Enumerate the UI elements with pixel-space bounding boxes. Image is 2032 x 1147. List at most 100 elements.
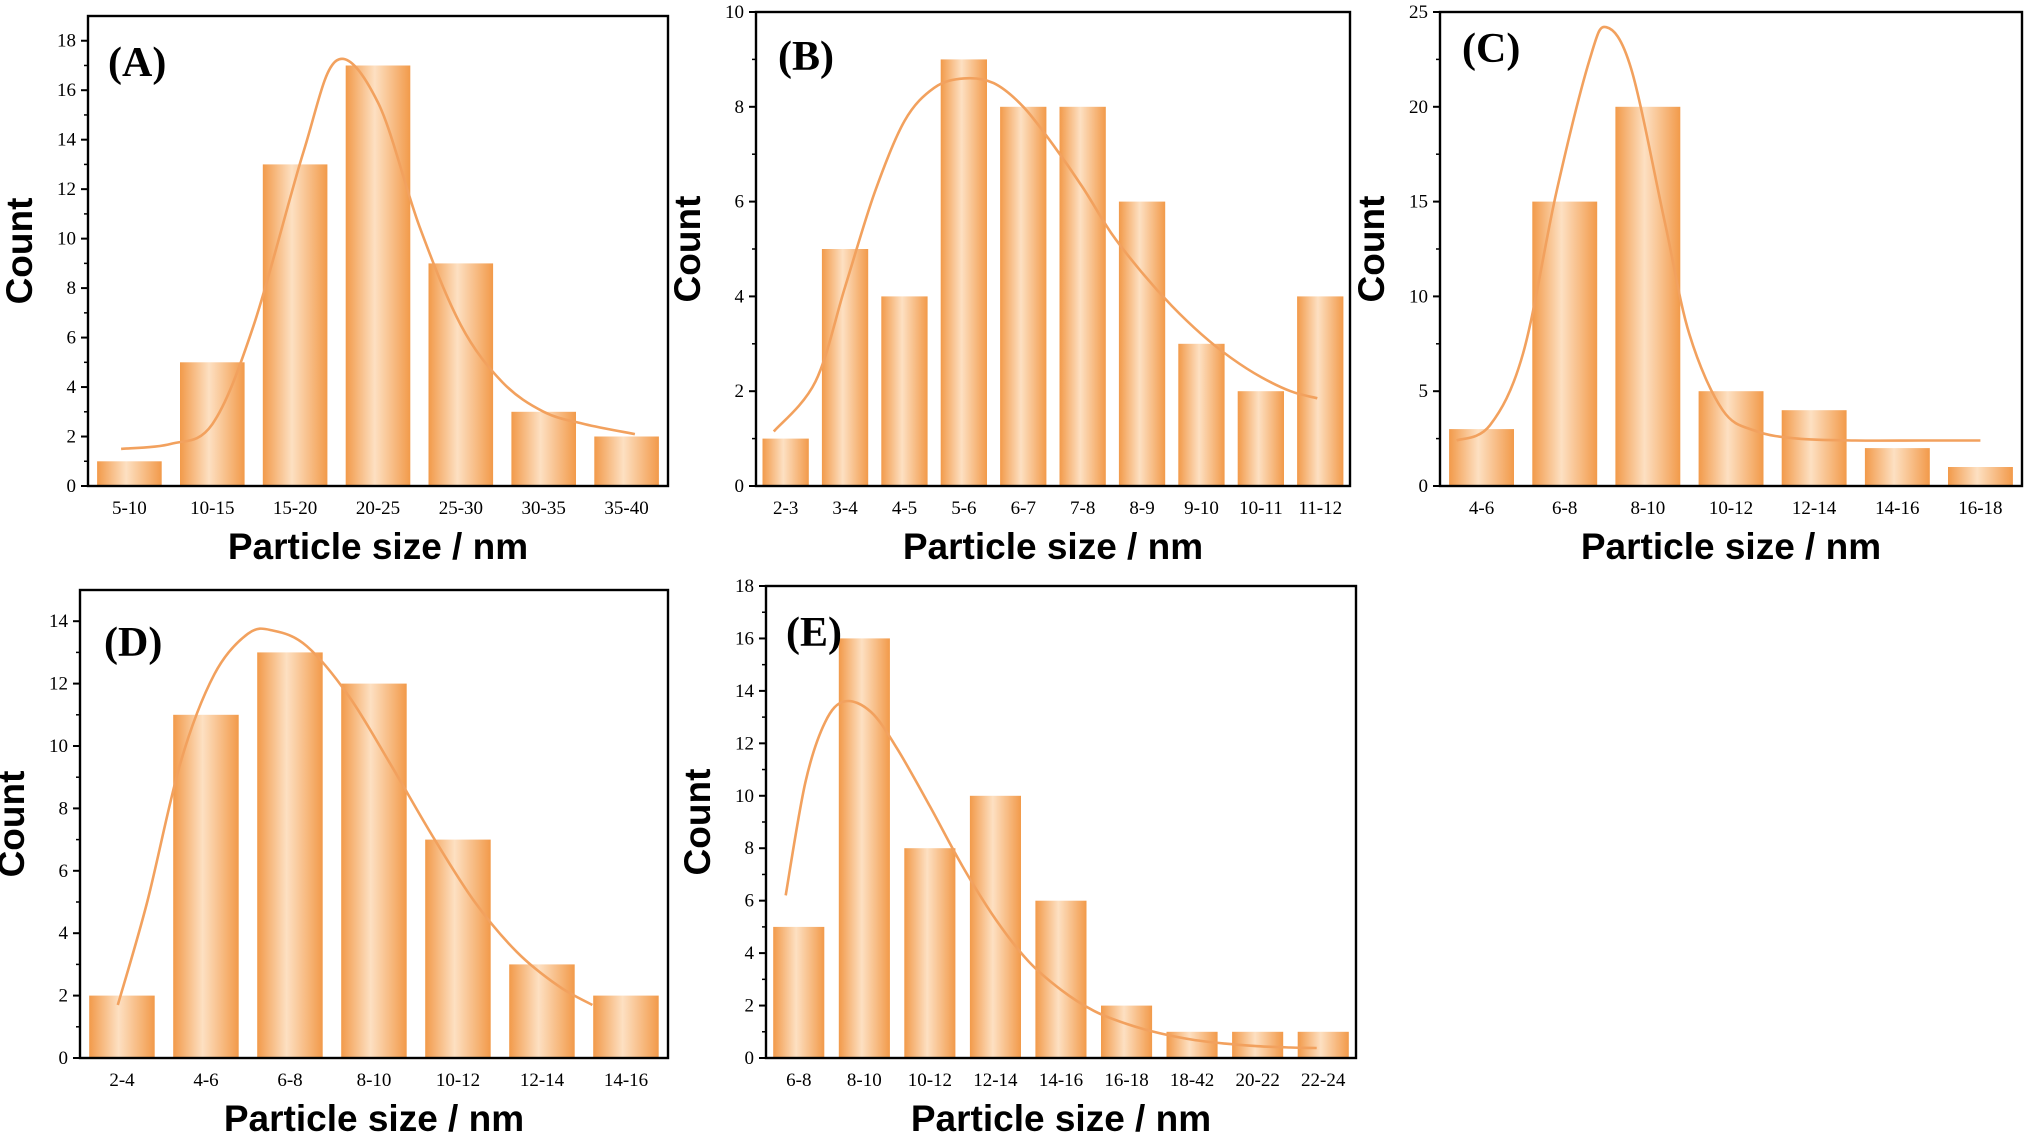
y-tick-label-e-2: 4 [745,943,755,964]
y-tick-label-d-1: 2 [59,986,69,1007]
bar-d-1 [89,995,155,1058]
x-axis-title-b: Particle size / nm [903,526,1203,567]
bar-e-1 [773,926,825,1058]
x-tick-label-d-3: 6-8 [277,1070,302,1091]
bar-d-3 [257,652,323,1058]
bar-b-1 [762,438,809,486]
x-tick-label-d-1: 2-4 [109,1070,135,1091]
x-tick-label-e-7: 18-42 [1170,1070,1214,1091]
x-tick-label-a-1: 5-10 [112,498,147,519]
bar-d-7 [593,995,659,1058]
x-tick-label-d-5: 10-12 [436,1070,480,1091]
y-tick-label-a-9: 18 [57,31,76,52]
panel-label-b: (B) [778,34,834,80]
y-tick-label-d-4: 8 [59,798,69,819]
plot-frame-d [78,588,670,1060]
y-tick-label-e-4: 8 [745,838,755,859]
panel-label-d: (D) [104,620,162,666]
x-tick-label-b-9: 10-11 [1239,498,1283,519]
panel-label-a: (A) [108,40,166,86]
bar-a-4 [345,65,411,486]
y-tick-label-b-3: 6 [735,192,745,213]
x-tick-label-d-6: 12-14 [520,1070,565,1091]
x-tick-label-b-6: 7-8 [1070,498,1095,519]
bar-c-7 [1948,467,2013,486]
x-tick-label-a-6: 30-35 [522,498,566,519]
y-tick-label-d-7: 14 [49,611,69,632]
bar-c-1 [1449,429,1514,486]
x-tick-label-b-8: 9-10 [1184,498,1219,519]
y-tick-label-a-2: 4 [67,377,77,398]
y-tick-label-e-1: 2 [745,996,755,1017]
panel-d: 0 2 4 6 8 10 12 14 2-4 4-6 6-8 8-10 10-12 12-14 14-16 P… [0,588,670,1139]
x-tick-label-e-5: 14-16 [1039,1070,1083,1091]
panel-c: 0 5 10 15 20 25 4-6 6-8 8-10 10-12 12-14 14-16 16-18… [1351,2,2024,567]
y-axis-title-b: Count [667,196,708,303]
bar-e-5 [1035,900,1087,1058]
x-tick-label-e-3: 10-12 [908,1070,952,1091]
bar-c-5 [1781,410,1847,486]
x-tick-label-e-8: 20-22 [1236,1070,1280,1091]
y-tick-label-b-2: 4 [735,286,745,307]
y-tick-label-d-3: 6 [59,861,69,882]
bar-b-6 [1059,106,1106,487]
y-tick-label-d-6: 12 [49,674,68,695]
bar-c-2 [1532,201,1598,486]
x-tick-label-b-3: 4-5 [892,498,917,519]
bar-d-4 [341,683,407,1058]
x-tick-label-a-4: 20-25 [356,498,400,519]
panel-b: 0 2 4 6 8 10 2-3 3-4 4-5 5-6 6-7 7-8 8-9 9-10 10-11 11-… [667,2,1352,567]
y-tick-label-a-7: 14 [57,130,77,151]
y-tick-label-c-5: 25 [1409,2,1428,23]
x-tick-label-c-7: 16-18 [1958,498,2002,519]
y-tick-label-e-7: 14 [735,681,755,702]
bar-a-1 [97,461,162,486]
x-tick-label-b-5: 6-7 [1011,498,1036,519]
bar-a-3 [262,164,328,486]
y-tick-label-d-2: 4 [59,923,69,944]
y-tick-label-a-6: 12 [57,179,76,200]
x-tick-label-c-1: 4-6 [1469,498,1494,519]
y-tick-label-b-4: 8 [735,97,745,118]
bar-c-3 [1615,106,1681,487]
fit-curve-b [772,76,1318,433]
bar-b-8 [1178,343,1225,486]
panel-label-c: (C) [1462,26,1520,72]
x-tick-label-c-4: 10-12 [1709,498,1753,519]
bar-d-2 [173,714,239,1058]
y-tick-label-e-0: 0 [745,1048,755,1069]
y-tick-label-c-2: 10 [1409,286,1428,307]
x-tick-label-c-5: 12-14 [1792,498,1837,519]
bar-e-3 [904,848,956,1058]
x-axis-title-a: Particle size / nm [228,526,528,567]
y-tick-label-b-5: 10 [725,2,744,23]
y-axis-title-c: Count [1351,196,1392,303]
y-tick-label-a-8: 16 [57,80,76,101]
y-tick-label-c-1: 5 [1419,381,1429,402]
bar-b-10 [1297,296,1344,486]
bar-b-7 [1118,201,1166,486]
x-tick-label-a-3: 15-20 [273,498,317,519]
panel-a: 0 2 4 6 8 10 12 14 16 18 5-10 10-15 15-20 20-25 25-30 3… [0,14,670,567]
bar-e-9 [1297,1031,1349,1058]
x-tick-label-e-1: 6-8 [786,1070,811,1091]
y-axis-title-a: Count [0,198,40,305]
x-axis-title-e: Particle size / nm [911,1098,1211,1139]
y-tick-label-e-5: 10 [735,786,754,807]
x-tick-label-c-6: 14-16 [1875,498,1919,519]
x-tick-label-c-3: 8-10 [1630,498,1665,519]
x-axis-title-d: Particle size / nm [224,1098,524,1139]
bar-e-2 [838,638,890,1058]
x-tick-label-b-7: 8-9 [1129,498,1154,519]
y-tick-label-b-0: 0 [735,476,745,497]
x-tick-label-d-7: 14-16 [604,1070,648,1091]
x-tick-label-e-6: 16-18 [1104,1070,1148,1091]
y-tick-label-c-3: 15 [1409,192,1428,213]
bar-c-4 [1698,391,1764,486]
x-tick-label-e-4: 12-14 [973,1070,1018,1091]
x-tick-label-b-1: 2-3 [773,498,798,519]
plot-frame-a [86,14,670,488]
bar-b-9 [1237,391,1284,486]
bar-d-6 [509,964,575,1058]
fit-curve-d [116,627,594,1007]
